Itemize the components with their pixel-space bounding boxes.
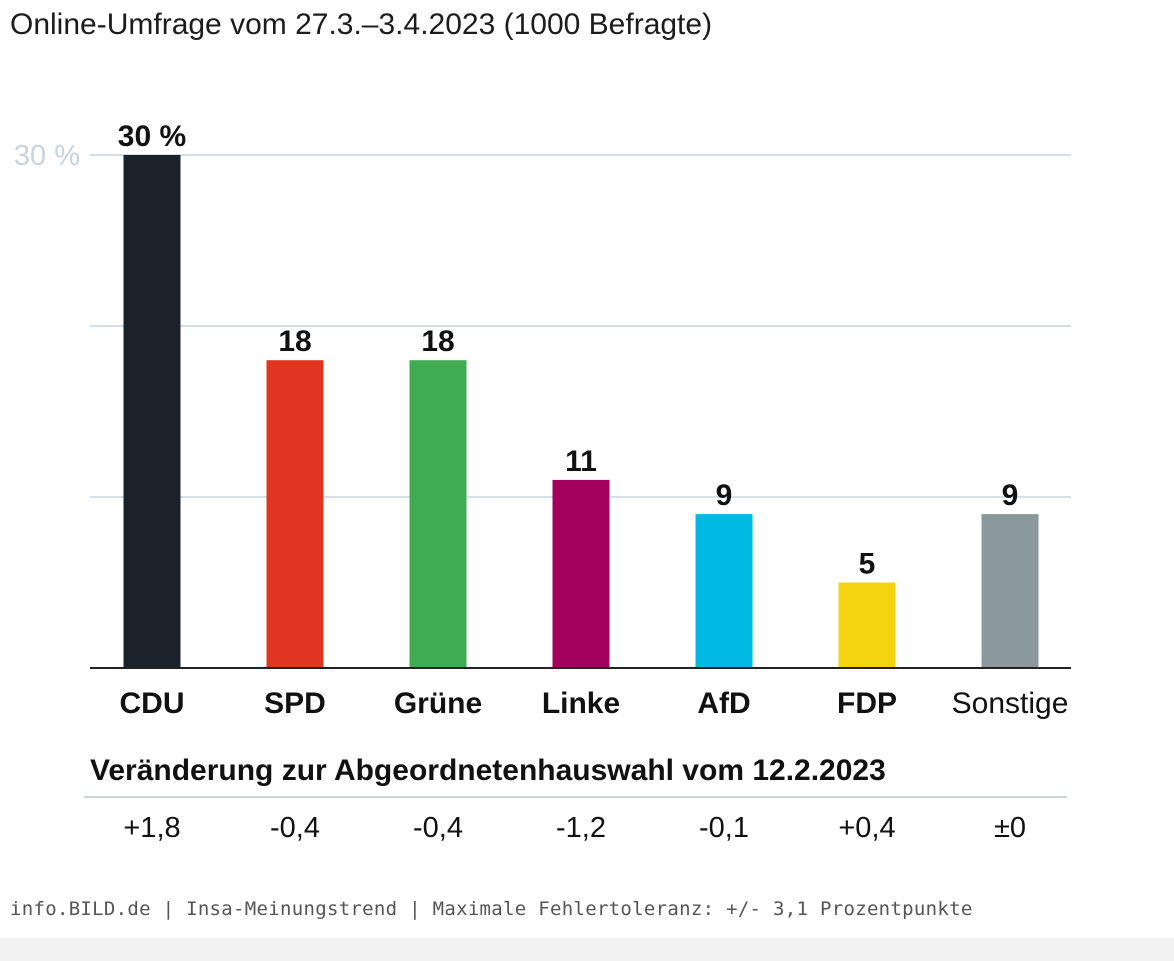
change-value: -0,1	[699, 812, 749, 844]
bar-sonstige	[981, 514, 1039, 668]
bar-chart: 30 % 30 % CDU 18 SPD 18 Grüne 11 Linke 9 AfD 5 FDP 9 S…	[14, 120, 1071, 720]
chart-subtitle: Online-Umfrage vom 27.3.–3.4.2023 (1000 …	[10, 8, 713, 41]
bar-fdp	[838, 582, 896, 668]
change-value: -0,4	[270, 812, 320, 844]
value-label: 5	[859, 548, 876, 581]
category-label: FDP	[837, 687, 897, 720]
category-label: Sonstige	[952, 687, 1069, 720]
bar-afd	[695, 514, 753, 668]
value-label: 18	[421, 325, 454, 358]
category-label: Linke	[542, 687, 620, 720]
change-value: -0,4	[413, 812, 463, 844]
category-label: AfD	[697, 687, 750, 720]
change-value: ±0	[993, 812, 1027, 844]
y-tick-label: 30 %	[14, 140, 80, 172]
bar-grüne	[409, 360, 467, 668]
value-label: 30 %	[118, 120, 186, 153]
change-value: -1,2	[556, 812, 606, 844]
change-divider	[84, 796, 1067, 798]
bar-spd	[266, 360, 324, 668]
change-title: Veränderung zur Abgeordnetenhauswahl vom…	[90, 754, 886, 787]
value-label: 11	[565, 445, 597, 478]
category-label: SPD	[264, 687, 326, 720]
bar-linke	[552, 479, 610, 668]
change-value: +0,4	[838, 812, 896, 844]
bar-cdu	[123, 155, 181, 668]
category-label: Grüne	[394, 687, 482, 720]
category-label: CDU	[120, 687, 185, 720]
source-footer: info.BILD.de | Insa-Meinungstrend | Maxi…	[10, 898, 973, 920]
change-row: +1,8 -0,4 -0,4 -1,2 -0,1 +0,4 ±0	[0, 812, 1174, 852]
bottom-strip	[0, 938, 1174, 961]
value-label: 9	[1002, 479, 1019, 512]
change-value: +1,8	[123, 812, 181, 844]
value-label: 9	[716, 479, 733, 512]
value-label: 18	[278, 325, 311, 358]
